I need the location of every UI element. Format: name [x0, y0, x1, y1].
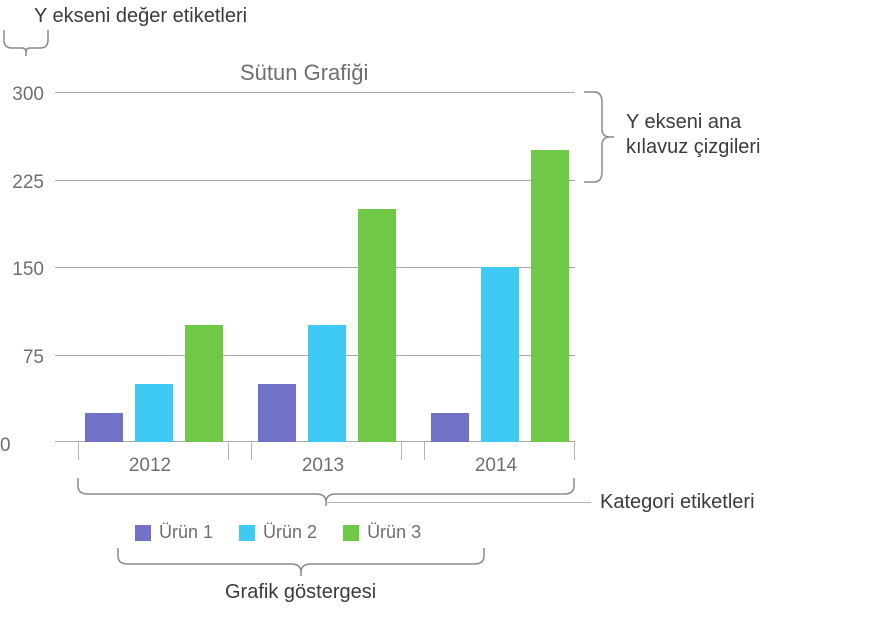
bar-series2	[135, 384, 173, 442]
category-label: 2012	[105, 455, 195, 477]
legend-item: Ürün 1	[135, 522, 213, 543]
bar-series3	[185, 325, 223, 442]
bar-series1	[258, 384, 296, 442]
legend-label: Ürün 2	[263, 522, 317, 543]
xtick-line	[574, 442, 575, 460]
bar-series1	[431, 413, 469, 442]
legend-swatch	[343, 525, 359, 541]
bracket-icon	[0, 30, 52, 56]
category-label: 2014	[451, 455, 541, 477]
xtick-line	[401, 442, 402, 460]
legend-item: Ürün 3	[343, 522, 421, 543]
xtick-line	[78, 442, 79, 460]
chart-legend: Ürün 1 Ürün 2 Ürün 3	[135, 522, 421, 543]
ytick-0: 0	[0, 435, 11, 457]
ytick-3: 225	[0, 172, 44, 194]
bar-series3	[531, 150, 569, 442]
bracket-icon	[118, 548, 484, 576]
legend-swatch	[239, 525, 255, 541]
legend-label: Ürün 3	[367, 522, 421, 543]
bar-series2	[308, 325, 346, 442]
ytick-1: 75	[0, 347, 44, 369]
gridline	[55, 92, 575, 93]
bracket-icon	[584, 92, 614, 182]
chart-title: Sütun Grafiği	[240, 60, 368, 86]
category-label: 2013	[278, 455, 368, 477]
callout-y-gridlines: Y ekseni ana kılavuz çizgileri	[626, 110, 760, 160]
legend-item: Ürün 2	[239, 522, 317, 543]
gridline	[55, 180, 575, 181]
callout-yaxis-values: Y ekseni değer etiketleri	[34, 4, 247, 29]
legend-swatch	[135, 525, 151, 541]
callout-line1: Y ekseni ana	[626, 111, 741, 133]
callout-connector	[326, 502, 591, 503]
xtick-line	[228, 442, 229, 460]
xtick-line	[424, 442, 425, 460]
diagram-container: Y ekseni değer etiketleri Sütun Grafiği …	[0, 0, 880, 620]
callout-legend: Grafik göstergesi	[225, 580, 376, 605]
callout-line2: kılavuz çizgileri	[626, 136, 760, 158]
chart-plot-area	[55, 92, 575, 442]
bar-series2	[481, 267, 519, 442]
bar-series1	[85, 413, 123, 442]
xtick-line	[251, 442, 252, 460]
bar-series3	[358, 209, 396, 442]
ytick-2: 150	[0, 259, 44, 281]
ytick-4: 300	[0, 84, 44, 106]
callout-category-labels: Kategori etiketleri	[600, 490, 755, 515]
legend-label: Ürün 1	[159, 522, 213, 543]
